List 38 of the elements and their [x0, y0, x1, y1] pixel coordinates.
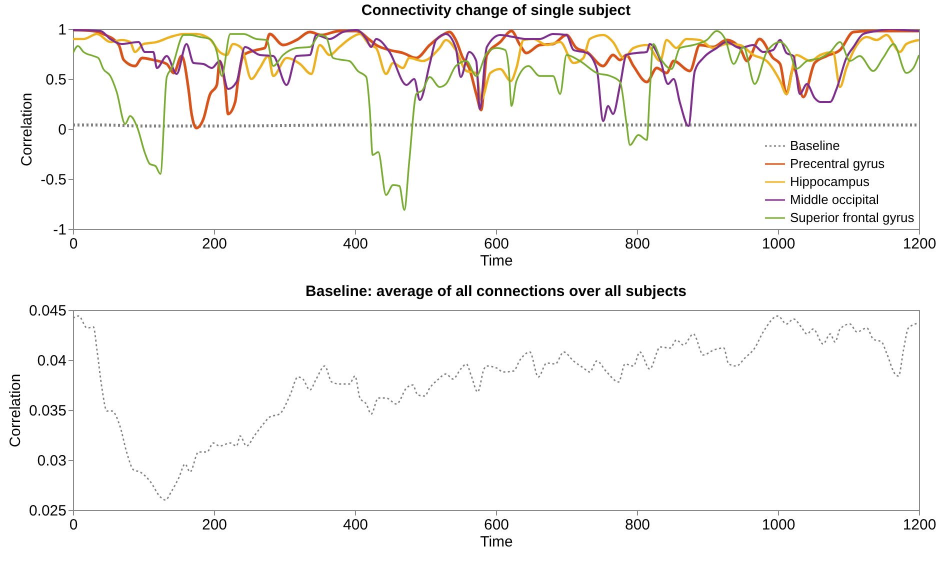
y-tick-label: 0.5: [46, 72, 66, 88]
y-tick-label: -1: [53, 222, 66, 238]
x-tick-label: 800: [624, 516, 650, 534]
y-axis-title: Correlation: [6, 374, 24, 448]
y-tick-label: 0.035: [28, 402, 66, 420]
line-series: [73, 315, 919, 501]
legend-label: Middle occipital: [790, 192, 879, 207]
y-axis-title: Correlation: [18, 92, 36, 166]
line-series: [73, 30, 919, 211]
x-tick-label: 400: [342, 236, 368, 252]
x-tick-label: 200: [202, 516, 228, 534]
y-tick-label: 1: [58, 22, 66, 38]
x-tick-label: 0: [69, 236, 78, 252]
y-tick-label: -0.5: [40, 172, 66, 188]
x-tick-label: 1000: [762, 516, 796, 534]
legend-label: Hippocampus: [790, 174, 870, 189]
y-tick-label: 0.03: [37, 452, 66, 470]
x-axis-title: Time: [480, 534, 513, 550]
x-axis-title: Time: [480, 252, 513, 270]
x-tick-label: 1200: [902, 236, 936, 252]
y-tick-label: 0.04: [37, 352, 66, 370]
y-tick-label: 0.045: [28, 302, 66, 320]
y-tick-label: 0: [58, 122, 66, 138]
chart-title: Baseline: average of all connections over all subjects: [306, 283, 686, 300]
x-tick-label: 200: [202, 236, 228, 252]
x-tick-label: 800: [624, 236, 650, 252]
legend-label: Superior frontal gyrus: [790, 210, 915, 225]
chart-title: Connectivity change of single subject: [361, 2, 631, 19]
line-series: [73, 32, 919, 102]
x-tick-label: 400: [342, 516, 368, 534]
x-tick-label: 0: [69, 516, 78, 534]
x-tick-label: 1200: [902, 516, 936, 534]
legend-label: Precentral gyrus: [790, 156, 886, 171]
y-tick-label: 0.025: [28, 502, 66, 520]
x-tick-label: 1000: [762, 236, 796, 252]
x-tick-label: 600: [484, 236, 510, 252]
legend-label: Baseline: [790, 138, 840, 153]
x-tick-label: 600: [484, 516, 510, 534]
